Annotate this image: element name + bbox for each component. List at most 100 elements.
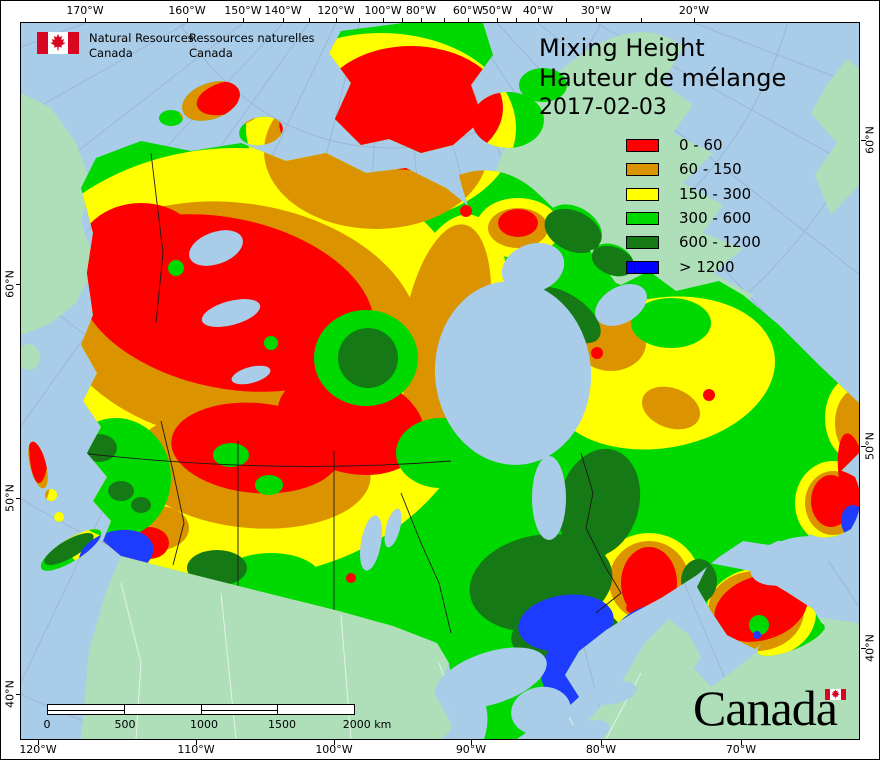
hudson-bay — [434, 281, 592, 465]
lon-label-top: 80°W — [405, 4, 437, 17]
tick — [336, 18, 337, 23]
tick — [196, 740, 197, 745]
inland-water — [189, 230, 832, 739]
tick — [402, 18, 403, 23]
canada-data-field — [24, 23, 859, 739]
lon-label-top: 40°W — [522, 4, 554, 17]
tick — [383, 18, 384, 23]
tick — [444, 18, 445, 23]
legend-row: > 1200 — [626, 258, 735, 276]
legend-label: 0 - 60 — [679, 136, 723, 154]
scale-label: 1500 — [268, 718, 296, 731]
tick — [497, 18, 498, 23]
legend-swatch — [626, 162, 659, 176]
lon-label-top: 60°W — [452, 4, 484, 17]
scale-segment — [278, 705, 354, 714]
lon-label-bottom: 80°W — [585, 743, 617, 756]
maple-leaf-icon — [831, 689, 840, 699]
scale-label: 0 — [43, 718, 51, 731]
legend-label: 60 - 150 — [679, 160, 742, 178]
lon-label-top: 140°W — [264, 4, 302, 17]
tick — [16, 498, 21, 499]
tick — [468, 18, 469, 23]
foxe-basin — [501, 242, 565, 294]
lon-label-top: 100°W — [364, 4, 402, 17]
tick — [359, 18, 360, 23]
lon-label-top: 120°W — [317, 4, 355, 17]
canada-wordmark: Canada — [693, 680, 838, 736]
legend-label: 300 - 600 — [679, 209, 752, 227]
title-line-fr: Hauteur de mélange — [539, 64, 787, 92]
maple-leaf-icon — [50, 34, 66, 51]
legend-row: 0 - 60 — [626, 136, 723, 154]
legend-swatch — [626, 187, 659, 201]
map-canvas — [21, 23, 859, 739]
legend-swatch — [626, 138, 659, 152]
great-bear-lake — [189, 230, 243, 266]
legend-row: 300 - 600 — [626, 209, 752, 227]
logo-text-french: Ressources naturelles Canada — [189, 31, 315, 60]
lake-superior — [435, 647, 547, 709]
tick — [538, 18, 539, 23]
map-title: Mixing Height Hauteur de mélange 2017-02… — [539, 33, 786, 123]
lat-label-left: 60°N — [3, 270, 17, 298]
tick — [601, 740, 602, 745]
tick — [85, 18, 86, 23]
tick — [596, 18, 597, 23]
lon-label-top: 160°W — [168, 4, 206, 17]
lake-huron — [511, 686, 571, 736]
title-line-en: Mixing Height — [539, 34, 705, 62]
tick — [243, 18, 244, 23]
legend-row: 150 - 300 — [626, 185, 752, 203]
legend-swatch — [626, 211, 659, 225]
foreign-landmass — [21, 32, 859, 739]
lon-label-top: 50°W — [481, 4, 513, 17]
tick — [38, 740, 39, 745]
lon-label-top: 170°W — [66, 4, 104, 17]
greenland-east-isle — [811, 59, 859, 215]
tick — [187, 18, 188, 23]
scale-segment — [48, 705, 125, 714]
tick — [861, 648, 866, 649]
legend-swatch — [626, 260, 659, 274]
tick — [471, 740, 472, 745]
lon-label-top: 30°W — [580, 4, 612, 17]
lon-label-top: 150°W — [224, 4, 262, 17]
tick — [861, 140, 866, 141]
ungava-bay — [595, 284, 647, 326]
tick — [641, 18, 642, 23]
tick — [16, 284, 21, 285]
legend-label: 150 - 300 — [679, 185, 752, 203]
lake-erie — [552, 720, 610, 739]
lon-label-bottom: 120°W — [19, 743, 57, 756]
scale-segment — [201, 705, 279, 714]
tick — [421, 18, 422, 23]
legend-row: 60 - 150 — [626, 160, 742, 178]
scale-label: 1000 — [190, 718, 218, 731]
alaska — [21, 93, 96, 335]
tick — [566, 18, 567, 23]
tick — [694, 18, 695, 23]
canada-flag-icon — [37, 32, 79, 54]
wordmark-flag-icon — [825, 689, 846, 700]
lake-winnipeg — [360, 515, 382, 571]
great-slave-lake — [201, 299, 261, 327]
tick — [516, 18, 517, 23]
lon-label-bottom: 70°W — [725, 743, 757, 756]
lat-label-left: 40°N — [3, 680, 17, 708]
logo-text-english: Natural Resources Canada — [89, 31, 194, 60]
maine-newengland — [621, 619, 701, 723]
legend-label: 600 - 1200 — [679, 233, 761, 251]
greenland — [491, 32, 753, 336]
map-frame — [20, 22, 860, 740]
scale-segment — [125, 705, 202, 714]
legend-row: 600 - 1200 — [626, 233, 761, 251]
tick — [741, 740, 742, 745]
title-date: 2017-02-03 — [539, 95, 667, 120]
tick — [334, 740, 335, 745]
lon-label-top: 20°W — [678, 4, 710, 17]
lat-label-left: 50°N — [3, 484, 17, 512]
lake-athabasca — [231, 365, 271, 385]
tick — [283, 18, 284, 23]
